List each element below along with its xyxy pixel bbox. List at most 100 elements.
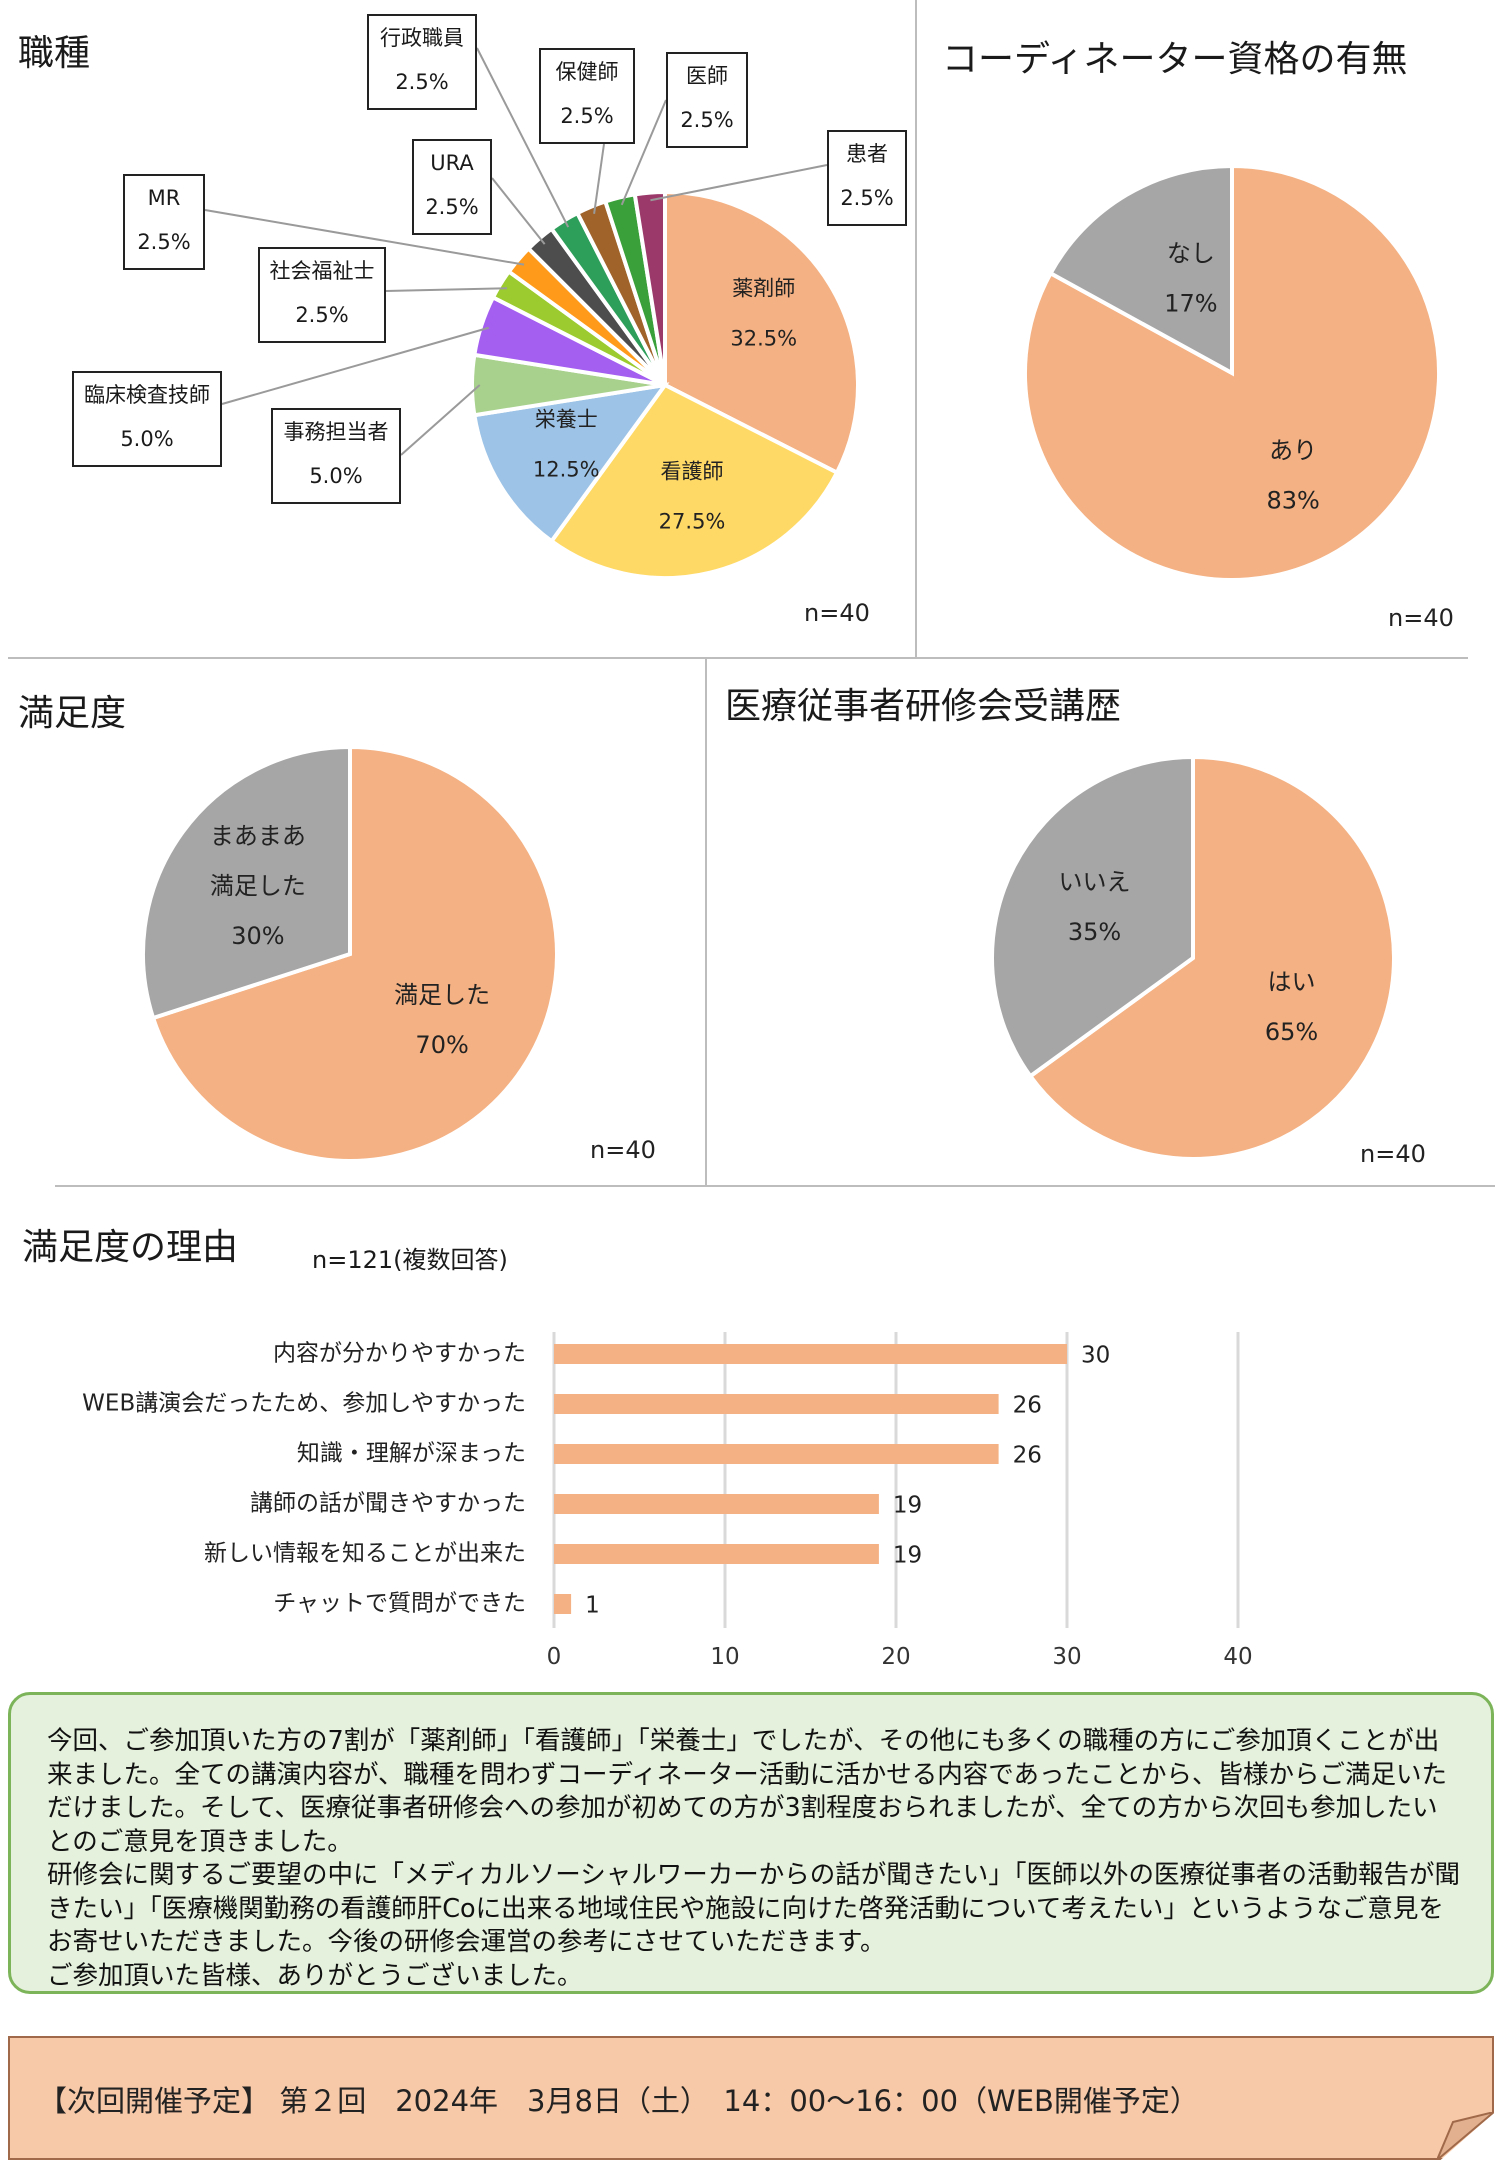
- callout-gyosei-label: 行政職員: [380, 26, 464, 50]
- coordinator-title: コーディネーター資格の有無: [942, 39, 1408, 80]
- bar-category-1: WEB講演会だったため、参加しやすかった: [82, 1391, 526, 1417]
- callout-gyosei: 行政職員 2.5%: [367, 14, 477, 110]
- satisfaction-slice-0-value: 70%: [415, 1031, 468, 1059]
- bar-value-1: 26: [1013, 1393, 1042, 1419]
- bar-value-0: 30: [1081, 1343, 1110, 1369]
- summary-paragraph-1: 今回、ご参加頂いた方の7割が「薬剤師」「看護師」「栄養士」でしたが、その他にも多…: [47, 1726, 1447, 1857]
- satisfaction-slice-1-label: まあまあ: [210, 822, 306, 850]
- coordinator-slice-0-label: あり: [1269, 436, 1317, 464]
- satisfaction-slice-1-label: 満足した: [210, 872, 306, 900]
- bar-value-5: 1: [585, 1593, 600, 1619]
- occupation-slice-2: [472, 382, 670, 544]
- bar-3: [554, 1494, 879, 1514]
- callout-ura-value: 2.5%: [425, 195, 479, 219]
- training_history-slice-1-value: 35%: [1068, 918, 1121, 946]
- training-history-pie-chart: はい 65% いいえ 35%: [990, 754, 1397, 1161]
- bar-value-4: 19: [893, 1543, 922, 1569]
- callout-shakaifukushi: 社会福祉士 2.5%: [258, 247, 386, 343]
- callout-ishi-label: 医師: [686, 64, 728, 88]
- occupation-leader-line-9: [593, 143, 605, 214]
- reasons-bar-chart: 内容が分かりやすかった WEB講演会だったため、参加しやすかった知識・理解が深まっ…: [82, 1332, 1253, 1670]
- satisfaction-slice-1-value: 30%: [231, 922, 284, 950]
- training-history-title: 医療従事者研修会受講歴: [725, 686, 1122, 727]
- satisfaction-slice-1: [141, 744, 352, 1021]
- coordinator-slice-1-label: なし: [1167, 240, 1215, 268]
- bar-5: [554, 1594, 572, 1614]
- occupation-leader-line-7: [491, 177, 546, 245]
- callout-rinsho: 臨床検査技師 5.0%: [72, 371, 222, 467]
- satisfaction-n: n=40: [590, 1136, 656, 1164]
- callout-rinsho-value: 5.0%: [120, 427, 174, 451]
- callout-ura-label: URA: [430, 151, 474, 175]
- training_history-slice-1: [990, 754, 1195, 1079]
- callout-ura: URA 2.5%: [412, 139, 492, 235]
- bar-xtick-30: 30: [1052, 1644, 1081, 1670]
- occupation-title: 職種: [18, 33, 91, 74]
- occupation-pie-chart: 薬剤師 32.5% 看護師 27.5% 栄養士 12.5%: [204, 47, 860, 580]
- satisfaction-title: 満足度: [18, 693, 127, 734]
- page-curl-icon: [1437, 2112, 1494, 2160]
- bar-4: [554, 1544, 879, 1564]
- occupation-slice-0-value: 32.5%: [730, 326, 797, 350]
- callout-mr-label: MR: [147, 186, 181, 210]
- callout-shakaifukushi-label: 社会福祉士: [269, 259, 375, 283]
- divider-vertical-middle: [705, 659, 707, 1185]
- occupation-slice-11: [632, 189, 667, 386]
- bar-category-2: 知識・理解が深まった: [297, 1441, 526, 1467]
- occupation-slice-2-value: 12.5%: [533, 458, 600, 482]
- callout-kanja: 患者 2.5%: [827, 130, 907, 226]
- summary-paragraph-2: 研修会に関するご要望の中に「メディカルソーシャルワーカーからの話が聞きたい」「医…: [47, 1860, 1460, 1957]
- occupation-slice-1-value: 27.5%: [659, 510, 726, 534]
- callout-jimu-label: 事務担当者: [283, 420, 389, 444]
- next-event-banner: 【次回開催予定】 第２回 2024年 3月8日（土） 14：00～16：00（W…: [8, 2036, 1494, 2160]
- occupation-leader-line-10: [620, 99, 667, 206]
- training_history-slice-0-label: はい: [1268, 968, 1316, 996]
- occupation-slice-2-label: 栄養士: [535, 408, 598, 432]
- bar-1: [554, 1394, 999, 1414]
- occupation-leader-line-5: [385, 287, 508, 292]
- coordinator-slice-1: [1047, 163, 1234, 377]
- reasons-title: 満足度の理由: [22, 1227, 239, 1268]
- divider-horizontal-top: [8, 657, 1468, 659]
- bar-0: [554, 1344, 1067, 1364]
- occupation-leader-line-4: [221, 326, 490, 405]
- bar-xtick-10: 10: [710, 1644, 739, 1670]
- callout-jimu: 事務担当者 5.0%: [271, 408, 401, 504]
- occupation-leader-line-3: [400, 384, 481, 456]
- training_history-slice-0-value: 65%: [1265, 1018, 1318, 1046]
- coordinator-slice-1-value: 17%: [1164, 290, 1217, 318]
- training_history-slice-0: [1027, 754, 1397, 1161]
- occupation-n: n=40: [804, 599, 870, 627]
- coordinator-n: n=40: [1388, 604, 1454, 632]
- divider-vertical-top: [915, 0, 917, 657]
- callout-mr-value: 2.5%: [137, 230, 191, 254]
- summary-box: 今回、ご参加頂いた方の7割が「薬剤師」「看護師」「栄養士」でしたが、その他にも多…: [8, 1692, 1494, 1994]
- occupation-leader-line-6: [204, 209, 525, 266]
- occupation-slice-1-label: 看護師: [661, 460, 724, 484]
- callout-rinsho-label: 臨床検査技師: [84, 383, 210, 407]
- bar-category-4: 新しい情報を知ることが出来た: [204, 1541, 526, 1567]
- callout-hokenshi: 保健師 2.5%: [539, 48, 635, 144]
- callout-kanja-label: 患者: [846, 142, 888, 166]
- occupation-slice-0: [663, 189, 860, 476]
- occupation-leader-line-11: [650, 164, 828, 202]
- callout-ishi: 医師 2.5%: [666, 52, 748, 148]
- bar-category-5: チャットで質問ができた: [273, 1591, 526, 1617]
- callout-kanja-value: 2.5%: [840, 186, 894, 210]
- bar-category-0: 内容が分かりやすかった: [273, 1341, 526, 1367]
- callout-hokenshi-value: 2.5%: [560, 104, 614, 128]
- callout-shakaifukushi-value: 2.5%: [295, 303, 349, 327]
- divider-horizontal-middle: [55, 1185, 1495, 1187]
- bar-category-3: 講師の話が聞きやすかった: [250, 1491, 526, 1517]
- bar-xtick-40: 40: [1223, 1644, 1252, 1670]
- satisfaction-slice-0-label: 満足した: [394, 981, 490, 1009]
- callout-jimu-value: 5.0%: [309, 464, 363, 488]
- bar-value-2: 26: [1013, 1443, 1042, 1469]
- training_history-slice-1-label: いいえ: [1058, 868, 1130, 896]
- occupation-leader-line-8: [476, 47, 570, 228]
- bar-2: [554, 1444, 999, 1464]
- summary-paragraph-3: ご参加頂いた皆様、ありがとうございました。: [47, 1960, 583, 1991]
- bar-xtick-20: 20: [881, 1644, 910, 1670]
- satisfaction-slice-0: [150, 744, 559, 1163]
